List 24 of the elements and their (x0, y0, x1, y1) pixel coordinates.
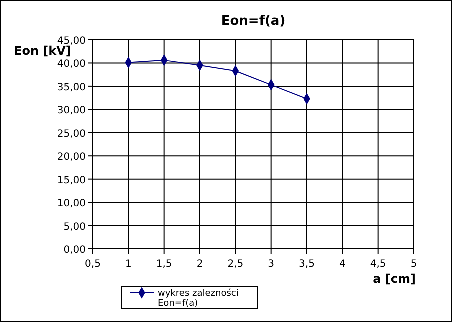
y-tick-label: 20,00 (57, 152, 86, 164)
y-tick-label: 5,00 (64, 222, 86, 233)
y-tick-label: 0,00 (64, 245, 86, 256)
x-tick-label: 1 (125, 259, 132, 270)
y-tick-label: 40,00 (57, 59, 86, 70)
y-tick-label: 25,00 (57, 128, 86, 140)
x-tick-label: 0,5 (85, 259, 101, 270)
x-tick-label: 2 (196, 259, 204, 270)
x-tick-label: 4,5 (370, 259, 386, 270)
y-axis-title: Eon [kV] (14, 44, 72, 58)
y-tick-label: 45,00 (57, 36, 86, 47)
y-tick-label: 30,00 (57, 106, 86, 117)
y-tick-label: 10,00 (57, 198, 86, 210)
legend-label: wykres zalezności Eon=f(a) (158, 288, 239, 309)
x-tick-label: 3 (268, 259, 275, 270)
x-tick-label: 3,5 (299, 259, 315, 270)
chart-title: Eon=f(a) (221, 14, 286, 29)
y-tick-label: 15,00 (57, 175, 86, 186)
x-tick-label: 5 (410, 259, 418, 270)
x-axis-title: a [cm] (373, 272, 416, 286)
y-tick-label: 35,00 (57, 82, 86, 94)
x-tick-label: 1,5 (156, 259, 172, 270)
x-tick-label: 4 (339, 259, 346, 270)
x-tick-label: 2,5 (228, 259, 244, 270)
